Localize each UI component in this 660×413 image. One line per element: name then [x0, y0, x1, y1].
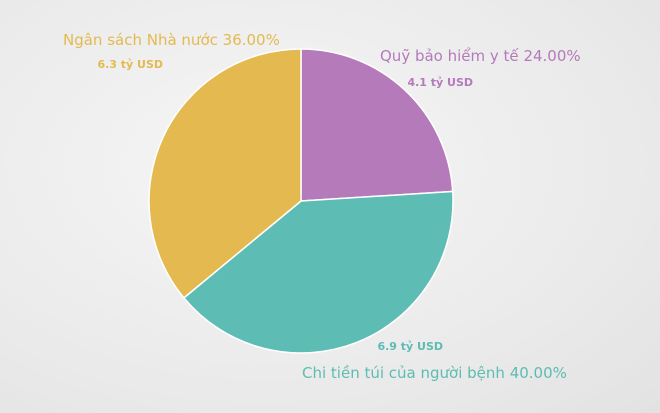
- slice-percent: 40.00%: [510, 364, 567, 382]
- slice-label: Chi tiền túi của người bệnh 40.00%: [302, 364, 567, 382]
- slice-label: Ngân sách Nhà nước 36.00%: [63, 31, 280, 49]
- slice-name: Quỹ bảo hiểm y tế: [380, 47, 519, 65]
- slice-amount: 4.1 tỷ USD: [407, 76, 473, 89]
- pie-slice: [182, 190, 454, 354]
- slice-percent: 36.00%: [223, 31, 280, 49]
- slice-percent: 24.00%: [523, 47, 580, 65]
- pie-slice: [300, 48, 454, 202]
- slice-amount: 6.9 tỷ USD: [377, 340, 443, 353]
- slice-name: Ngân sách Nhà nước: [63, 31, 218, 49]
- pie-slice: [148, 48, 302, 299]
- slice-name: Chi tiền túi của người bệnh: [302, 364, 505, 382]
- slice-amount: 6.3 tỷ USD: [97, 58, 163, 71]
- slice-label: Quỹ bảo hiểm y tế 24.00%: [380, 47, 581, 65]
